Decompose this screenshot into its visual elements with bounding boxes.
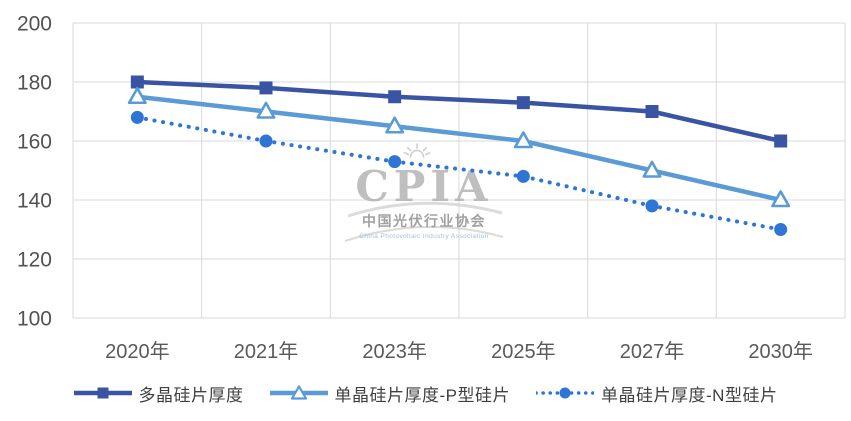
y-tick-label: 200 bbox=[17, 13, 52, 36]
legend-label-mono-n: 单晶硅片厚度-N型硅片 bbox=[601, 385, 778, 405]
data-point-triangle-marker bbox=[385, 116, 405, 134]
data-point-circle-marker bbox=[774, 223, 788, 236]
y-tick-label: 140 bbox=[17, 190, 52, 213]
y-axis-tick-labels: 200 180 160 140 120 100 bbox=[17, 13, 52, 331]
x-tick-label: 2020年 bbox=[105, 340, 170, 363]
legend-marker-poly-square-icon bbox=[73, 387, 132, 399]
data-point-square-marker bbox=[388, 90, 402, 104]
sun-icon bbox=[403, 143, 431, 158]
watermark-lower-arc bbox=[344, 225, 504, 243]
data-point-triangle-marker bbox=[127, 86, 147, 105]
legend-marker-mono-p-triangle-icon bbox=[269, 385, 328, 400]
chart-legend: 多晶硅片厚度 单晶硅片厚度-P型硅片 单晶硅片厚度-N型硅片 bbox=[0, 373, 851, 413]
y-tick-label: 180 bbox=[17, 72, 52, 95]
legend-item-poly: 多晶硅片厚度 bbox=[73, 381, 244, 406]
data-point-triangle-marker bbox=[513, 131, 533, 149]
series-2 bbox=[130, 110, 788, 236]
x-tick-label: 2030年 bbox=[748, 340, 813, 363]
series-layer bbox=[127, 75, 791, 236]
data-point-triangle-marker bbox=[256, 101, 276, 119]
data-point-circle-marker bbox=[645, 199, 659, 213]
y-tick-label: 120 bbox=[17, 249, 52, 272]
series-line bbox=[137, 79, 782, 144]
x-tick-label: 2021年 bbox=[234, 340, 299, 363]
data-point-circle-marker bbox=[130, 110, 144, 124]
y-tick-label: 160 bbox=[17, 131, 52, 154]
data-point-square-marker bbox=[516, 96, 530, 110]
legend-item-mono-n: 单晶硅片厚度-N型硅片 bbox=[536, 381, 777, 406]
legend-label-poly: 多晶硅片厚度 bbox=[138, 385, 244, 405]
cpia-watermark: CPIA 中国光伏行业协会 China Photovoltaic Industr… bbox=[344, 143, 504, 243]
watermark-cn-text: 中国光伏行业协会 bbox=[362, 213, 486, 229]
y-tick-label: 100 bbox=[17, 308, 52, 331]
data-point-square-marker bbox=[774, 134, 788, 148]
x-tick-label: 2027年 bbox=[620, 340, 685, 363]
data-point-triangle-marker bbox=[642, 160, 662, 178]
legend-square bbox=[97, 387, 109, 399]
data-point-square-marker bbox=[259, 81, 273, 95]
x-tick-label: 2025年 bbox=[491, 340, 556, 363]
legend-item-mono-p: 单晶硅片厚度-P型硅片 bbox=[269, 381, 511, 406]
watermark-en-text: China Photovoltaic Industry Association bbox=[359, 233, 488, 240]
data-point-circle-marker bbox=[516, 169, 530, 183]
legend-marker-mono-n-circle-icon bbox=[536, 387, 595, 399]
gridlines bbox=[72, 22, 846, 319]
data-point-circle-marker bbox=[388, 155, 402, 169]
legend-circle bbox=[559, 387, 571, 399]
legend-triangle bbox=[290, 385, 307, 400]
x-tick-label: 2023年 bbox=[362, 340, 427, 363]
data-point-triangle-marker bbox=[771, 190, 791, 208]
legend-label-mono-p: 单晶硅片厚度-P型硅片 bbox=[334, 385, 511, 405]
series-0 bbox=[130, 75, 788, 148]
series-1 bbox=[127, 86, 791, 208]
watermark-upper-arc bbox=[347, 201, 503, 218]
x-axis-tick-labels: 2020年 2021年 2023年 2025年 2027年 2030年 bbox=[105, 340, 813, 363]
series-line bbox=[137, 94, 782, 203]
data-point-square-marker bbox=[645, 105, 659, 118]
line-chart-svg: CPIA 中国光伏行业协会 China Photovoltaic Industr… bbox=[17, 13, 846, 363]
data-point-circle-marker bbox=[259, 134, 273, 148]
data-point-square-marker bbox=[130, 75, 144, 89]
